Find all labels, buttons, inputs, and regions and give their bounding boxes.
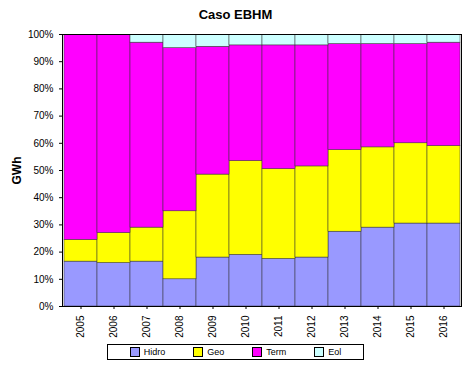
svg-text:2011: 2011 — [273, 315, 284, 337]
svg-text:30%: 30% — [33, 219, 53, 230]
html-text:Hidro: Hidro — [143, 347, 166, 357]
html-text:Caso EBHM: Caso EBHM — [198, 7, 273, 22]
svg-text:60%: 60% — [33, 138, 53, 149]
svg-text:40%: 40% — [33, 192, 53, 203]
svg-text:70%: 70% — [33, 110, 53, 121]
html-text:Term: Term — [266, 347, 287, 357]
svg-text:2009: 2009 — [207, 315, 218, 338]
svg-text:2014: 2014 — [372, 315, 383, 338]
svg-text:2005: 2005 — [75, 315, 86, 338]
svg-text:2015: 2015 — [405, 315, 416, 338]
html-text:Eol: Eol — [328, 347, 342, 357]
svg-text:50%: 50% — [33, 165, 53, 176]
svg-text:10%: 10% — [33, 274, 53, 285]
svg-text:GWh: GWh — [10, 157, 24, 185]
svg-text:80%: 80% — [33, 83, 53, 94]
svg-text:90%: 90% — [33, 56, 53, 67]
svg-text:20%: 20% — [33, 246, 53, 257]
html-text:Geo: Geo — [207, 347, 225, 357]
svg-text:2006: 2006 — [108, 315, 119, 338]
svg-text:2007: 2007 — [141, 315, 152, 338]
svg-text:2013: 2013 — [339, 315, 350, 338]
svg-text:2010: 2010 — [240, 315, 251, 338]
svg-text:100%: 100% — [28, 29, 54, 40]
svg-text:2012: 2012 — [306, 315, 317, 338]
svg-text:0%: 0% — [39, 301, 54, 312]
svg-text:2008: 2008 — [174, 315, 185, 338]
svg-text:2016: 2016 — [438, 315, 449, 338]
